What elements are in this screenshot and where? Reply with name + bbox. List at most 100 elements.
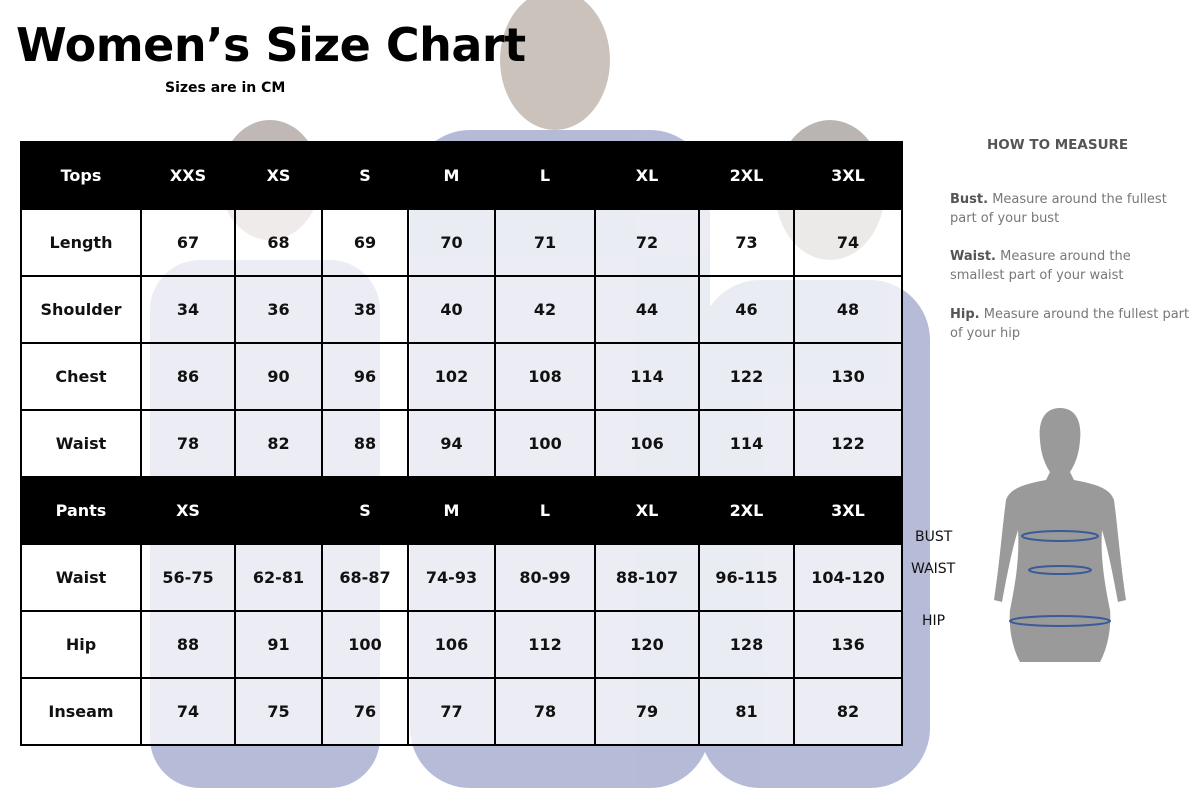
table-cell: 80-99	[494, 543, 596, 612]
table-cell: 114	[698, 409, 795, 478]
waist-label: WAIST	[911, 561, 956, 577]
table-cell: 96-115	[698, 543, 795, 612]
table-cell: 74	[793, 208, 903, 277]
table-cell: 73	[698, 208, 795, 277]
table-cell: XXS	[140, 141, 236, 210]
row-label: Waist	[20, 409, 142, 478]
row-label: Shoulder	[20, 275, 142, 344]
table-cell: 88-107	[594, 543, 700, 612]
table-cell: 72	[594, 208, 700, 277]
table-cell: 100	[321, 610, 409, 679]
table-cell: 88	[140, 610, 236, 679]
table-cell: 2XL	[698, 476, 795, 545]
table-cell: 36	[234, 275, 323, 344]
table-cell: 82	[234, 409, 323, 478]
table-cell: XS	[140, 476, 236, 545]
table-cell: 122	[793, 409, 903, 478]
page-title: Women’s Size Chart	[16, 18, 526, 72]
row-label: Inseam	[20, 677, 142, 746]
term: Bust.	[950, 192, 989, 207]
table-cell: 68	[234, 208, 323, 277]
table-cell: 78	[140, 409, 236, 478]
table-cell: XL	[594, 476, 700, 545]
table-cell: 136	[793, 610, 903, 679]
table-cell: 90	[234, 342, 323, 411]
table-row: Hip 88 91 100 106 112 120 128 136	[20, 610, 903, 679]
table-cell: M	[407, 476, 496, 545]
table-cell: 76	[321, 677, 409, 746]
table-cell: 88	[321, 409, 409, 478]
pants-header-row: Pants XS S M L XL 2XL 3XL	[20, 476, 903, 545]
table-cell: 56-75	[140, 543, 236, 612]
term: Waist.	[950, 249, 996, 264]
table-cell: 48	[793, 275, 903, 344]
table-cell: 67	[140, 208, 236, 277]
table-cell: 120	[594, 610, 700, 679]
hip-label: HIP	[922, 613, 946, 629]
table-cell: 100	[494, 409, 596, 478]
table-cell: 104-120	[793, 543, 903, 612]
table-cell: 114	[594, 342, 700, 411]
table-cell: XL	[594, 141, 700, 210]
table-cell: 77	[407, 677, 496, 746]
row-label: Length	[20, 208, 142, 277]
table-cell: 96	[321, 342, 409, 411]
bust-instruction: Bust. Measure around the fullest part of…	[950, 190, 1190, 228]
table-cell: XS	[234, 141, 323, 210]
tops-header-row: Tops XXS XS S M L XL 2XL 3XL	[20, 141, 903, 210]
table-cell: 75	[234, 677, 323, 746]
table-cell: 86	[140, 342, 236, 411]
table-cell	[234, 476, 323, 545]
row-label: Tops	[20, 141, 142, 210]
row-label: Waist	[20, 543, 142, 612]
description: Measure around the smallest part of your…	[950, 249, 1131, 283]
row-label: Hip	[20, 610, 142, 679]
table-row: Waist 78 82 88 94 100 106 114 122	[20, 409, 903, 478]
table-cell: 68-87	[321, 543, 409, 612]
table-cell: S	[321, 476, 409, 545]
table-cell: 106	[407, 610, 496, 679]
waist-instruction: Waist. Measure around the smallest part …	[950, 247, 1150, 285]
table-row: Chest 86 90 96 102 108 114 122 130	[20, 342, 903, 411]
table-cell: 122	[698, 342, 795, 411]
table-row: Inseam 74 75 76 77 78 79 81 82	[20, 677, 903, 746]
table-cell: 71	[494, 208, 596, 277]
row-label: Chest	[20, 342, 142, 411]
units-note: Sizes are in CM	[165, 80, 286, 96]
table-cell: 34	[140, 275, 236, 344]
table-cell: 3XL	[793, 141, 903, 210]
table-cell: 94	[407, 409, 496, 478]
table-cell: 40	[407, 275, 496, 344]
table-cell: 79	[594, 677, 700, 746]
table-cell: 82	[793, 677, 903, 746]
table-cell: 70	[407, 208, 496, 277]
table-cell: L	[494, 141, 596, 210]
table-cell: 46	[698, 275, 795, 344]
table-cell: M	[407, 141, 496, 210]
body-silhouette-figure	[994, 408, 1126, 662]
table-cell: 69	[321, 208, 409, 277]
table-cell: S	[321, 141, 409, 210]
table-cell: 130	[793, 342, 903, 411]
bust-label: BUST	[915, 529, 953, 545]
table-cell: 78	[494, 677, 596, 746]
table-cell: 74-93	[407, 543, 496, 612]
table-cell: 3XL	[793, 476, 903, 545]
table-cell: L	[494, 476, 596, 545]
table-cell: 112	[494, 610, 596, 679]
table-cell: 106	[594, 409, 700, 478]
table-cell: 44	[594, 275, 700, 344]
table-cell: 108	[494, 342, 596, 411]
size-chart-table: Tops XXS XS S M L XL 2XL 3XL Length 67 68 69 70 71 72 73…	[20, 141, 903, 746]
table-cell: 38	[321, 275, 409, 344]
hip-instruction: Hip. Measure around the fullest part of …	[950, 305, 1190, 343]
table-row: Length 67 68 69 70 71 72 73 74	[20, 208, 903, 277]
description: Measure around the fullest part of your …	[950, 192, 1167, 226]
table-cell: 102	[407, 342, 496, 411]
table-row: Shoulder 34 36 38 40 42 44 46 48	[20, 275, 903, 344]
table-cell: 74	[140, 677, 236, 746]
term: Hip.	[950, 307, 980, 322]
table-cell: 91	[234, 610, 323, 679]
table-cell: 2XL	[698, 141, 795, 210]
description: Measure around the fullest part of your …	[950, 307, 1190, 341]
